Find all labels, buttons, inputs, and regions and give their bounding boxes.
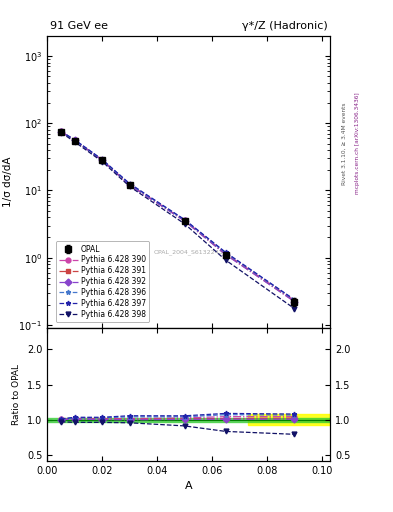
Pythia 6.428 390 <box>223 250 228 257</box>
Pythia 6.428 392 <box>59 129 63 135</box>
Line: Pythia 6.428 396: Pythia 6.428 396 <box>59 129 297 303</box>
Pythia 6.428 397 <box>72 137 77 143</box>
Text: Rivet 3.1.10, ≥ 3.4M events: Rivet 3.1.10, ≥ 3.4M events <box>342 102 346 185</box>
Pythia 6.428 391 <box>292 298 297 304</box>
Pythia 6.428 396 <box>72 137 77 143</box>
Pythia 6.428 391 <box>182 218 187 224</box>
Pythia 6.428 396 <box>59 129 63 135</box>
Pythia 6.428 397 <box>100 156 105 162</box>
Pythia 6.428 398 <box>223 257 228 263</box>
Y-axis label: 1/σ dσ/dA: 1/σ dσ/dA <box>3 157 13 207</box>
Pythia 6.428 391 <box>100 157 105 163</box>
Pythia 6.428 396 <box>100 157 105 163</box>
Pythia 6.428 390 <box>127 182 132 188</box>
Pythia 6.428 398 <box>292 306 297 312</box>
Pythia 6.428 392 <box>100 157 105 163</box>
Line: Pythia 6.428 398: Pythia 6.428 398 <box>59 130 297 311</box>
Line: Pythia 6.428 397: Pythia 6.428 397 <box>59 129 297 302</box>
Pythia 6.428 392 <box>182 218 187 224</box>
Pythia 6.428 391 <box>59 129 63 135</box>
Pythia 6.428 397 <box>59 128 63 134</box>
Pythia 6.428 397 <box>223 249 228 255</box>
Text: OPAL_2004_S6132243: OPAL_2004_S6132243 <box>154 249 224 255</box>
Text: γ*/Z (Hadronic): γ*/Z (Hadronic) <box>242 22 327 31</box>
Pythia 6.428 397 <box>292 296 297 303</box>
Pythia 6.428 390 <box>59 129 63 135</box>
Line: Pythia 6.428 392: Pythia 6.428 392 <box>59 129 297 304</box>
Pythia 6.428 396 <box>223 250 228 256</box>
Pythia 6.428 398 <box>127 183 132 189</box>
Pythia 6.428 398 <box>59 130 63 136</box>
Pythia 6.428 392 <box>127 182 132 188</box>
Pythia 6.428 390 <box>100 157 105 163</box>
Pythia 6.428 396 <box>127 181 132 187</box>
Pythia 6.428 391 <box>127 182 132 188</box>
Pythia 6.428 392 <box>292 298 297 305</box>
Text: mcplots.cern.ch [arXiv:1306.3436]: mcplots.cern.ch [arXiv:1306.3436] <box>355 93 360 194</box>
Pythia 6.428 398 <box>72 139 77 145</box>
Bar <box>47 418 330 422</box>
Pythia 6.428 396 <box>182 217 187 223</box>
Pythia 6.428 390 <box>182 217 187 223</box>
Y-axis label: Ratio to OPAL: Ratio to OPAL <box>12 364 21 425</box>
Pythia 6.428 390 <box>72 137 77 143</box>
Pythia 6.428 391 <box>223 251 228 258</box>
X-axis label: A: A <box>185 481 193 491</box>
Pythia 6.428 396 <box>292 297 297 303</box>
Pythia 6.428 398 <box>182 221 187 227</box>
Bar <box>248 414 330 425</box>
Pythia 6.428 391 <box>72 137 77 143</box>
Text: 91 GeV ee: 91 GeV ee <box>50 22 108 31</box>
Pythia 6.428 392 <box>72 137 77 143</box>
Pythia 6.428 398 <box>100 158 105 164</box>
Pythia 6.428 397 <box>182 217 187 223</box>
Legend: OPAL, Pythia 6.428 390, Pythia 6.428 391, Pythia 6.428 392, Pythia 6.428 396, Py: OPAL, Pythia 6.428 390, Pythia 6.428 391… <box>56 242 149 322</box>
Pythia 6.428 392 <box>223 251 228 258</box>
Pythia 6.428 390 <box>292 297 297 304</box>
Line: Pythia 6.428 390: Pythia 6.428 390 <box>59 129 297 303</box>
Line: Pythia 6.428 391: Pythia 6.428 391 <box>59 129 297 304</box>
Pythia 6.428 397 <box>127 180 132 186</box>
